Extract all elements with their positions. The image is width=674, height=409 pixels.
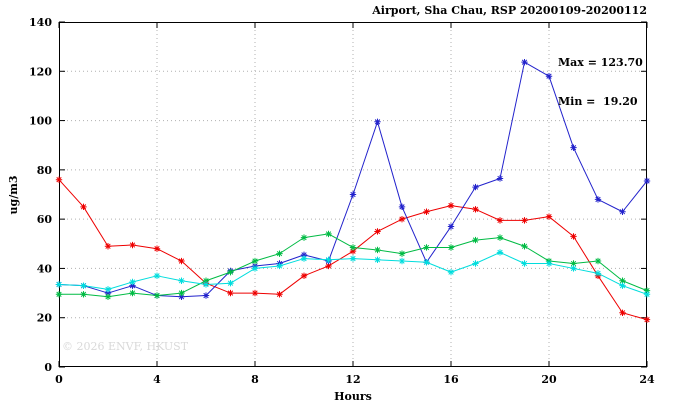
svg-text:0: 0 [44, 361, 52, 374]
svg-text:20: 20 [37, 312, 53, 325]
maxmin-annotation: Max = 123.70 Min = 19.20 [558, 30, 643, 134]
svg-text:0: 0 [55, 373, 63, 386]
svg-text:140: 140 [29, 16, 52, 29]
svg-text:12: 12 [345, 373, 360, 386]
svg-text:80: 80 [37, 164, 53, 177]
svg-text:40: 40 [37, 262, 53, 275]
svg-text:8: 8 [251, 373, 259, 386]
min-label: Min = 19.20 [558, 95, 638, 108]
watermark: © 2026 ENVF, HKUST [62, 340, 189, 353]
svg-text:24: 24 [639, 373, 655, 386]
y-axis-label: ug/m3 [7, 175, 20, 215]
max-label: Max = 123.70 [558, 56, 643, 69]
svg-text:60: 60 [37, 213, 53, 226]
svg-text:120: 120 [29, 65, 52, 78]
svg-text:100: 100 [29, 115, 52, 128]
svg-text:20: 20 [541, 373, 557, 386]
x-axis-label: Hours [334, 390, 372, 403]
chart-title: Airport, Sha Chau, RSP 20200109-20200112 [372, 4, 647, 17]
svg-text:4: 4 [153, 373, 161, 386]
svg-text:16: 16 [443, 373, 459, 386]
